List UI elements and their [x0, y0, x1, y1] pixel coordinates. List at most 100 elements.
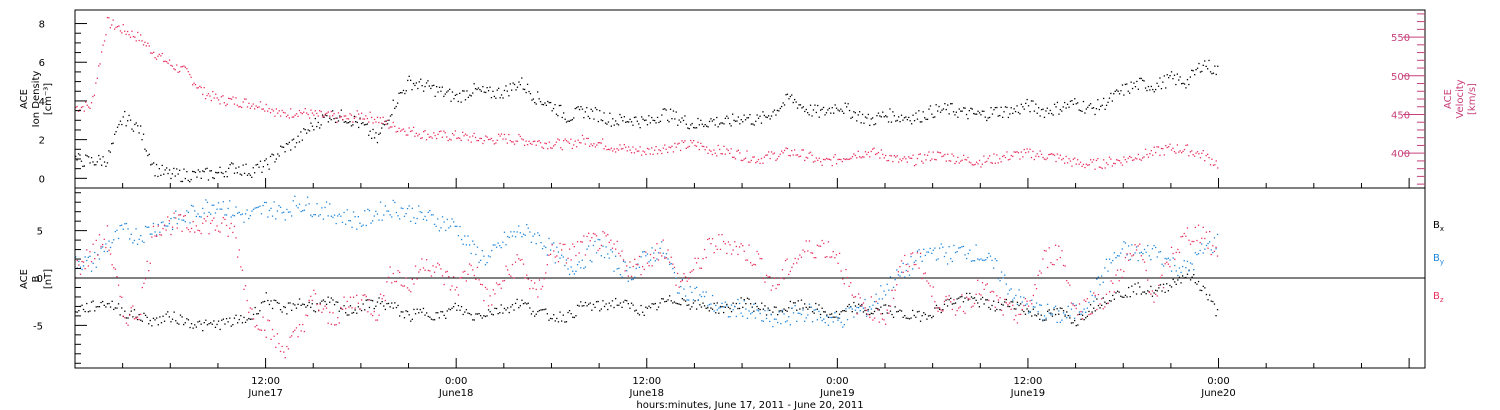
data-point [426, 259, 428, 261]
data-point [349, 220, 352, 222]
data-point [587, 137, 589, 140]
data-point [351, 226, 353, 228]
data-point [759, 308, 761, 311]
data-point [145, 45, 147, 47]
data-point [713, 310, 715, 312]
data-point [399, 315, 401, 317]
data-point [665, 148, 667, 150]
data-point [368, 306, 371, 309]
data-point [223, 102, 225, 104]
data-point [457, 100, 459, 103]
data-point [133, 239, 136, 242]
data-point [395, 306, 398, 309]
data-point [767, 276, 769, 278]
data-point [1197, 280, 1200, 283]
data-point [1121, 296, 1123, 298]
data-point [708, 237, 710, 240]
data-point [673, 266, 676, 269]
data-point [190, 227, 193, 230]
data-point [1145, 251, 1147, 253]
data-point [1160, 147, 1163, 150]
data-point [604, 122, 607, 124]
data-point [1209, 231, 1211, 233]
data-point [862, 311, 865, 313]
data-point [796, 154, 799, 156]
data-point [792, 302, 795, 304]
data-point [236, 172, 238, 174]
data-point [96, 161, 98, 163]
data-point [173, 212, 175, 214]
data-point [362, 118, 364, 120]
data-point [379, 293, 382, 295]
data-point [385, 120, 387, 122]
data-point [424, 314, 426, 316]
data-point [1183, 277, 1185, 279]
data-point [661, 241, 663, 243]
data-point [754, 317, 757, 319]
data-point [314, 117, 316, 120]
data-point [297, 336, 299, 338]
data-point [327, 111, 329, 113]
data-point [817, 159, 819, 161]
data-point [513, 231, 515, 233]
data-point [1049, 109, 1051, 112]
data-point [696, 262, 698, 264]
data-point [834, 257, 836, 259]
data-point [1152, 88, 1154, 91]
data-point [222, 318, 224, 320]
data-point [589, 259, 591, 262]
data-point [1177, 279, 1179, 281]
data-point [1137, 88, 1139, 90]
data-point [766, 116, 768, 119]
data-point [519, 259, 521, 261]
data-point [1043, 158, 1046, 160]
data-point [440, 90, 442, 92]
data-point [600, 308, 602, 310]
data-point [89, 251, 91, 253]
data-point [915, 260, 917, 262]
data-point [239, 105, 241, 108]
data-point [165, 225, 167, 227]
data-point [1153, 146, 1155, 148]
data-point [705, 291, 707, 293]
data-point [500, 133, 503, 135]
data-point [642, 118, 644, 120]
data-point [369, 130, 371, 132]
data-point [654, 119, 656, 122]
data-point [994, 107, 996, 109]
data-point [1020, 303, 1022, 305]
data-point [276, 301, 278, 304]
data-point [764, 309, 766, 312]
data-point [1158, 287, 1160, 289]
data-point [428, 136, 430, 138]
data-point [918, 249, 920, 251]
data-point [281, 146, 283, 148]
data-point [154, 57, 156, 59]
data-point [1085, 317, 1087, 319]
data-point [167, 216, 169, 218]
data-point [921, 160, 923, 162]
data-point [819, 313, 822, 316]
data-point [1217, 65, 1219, 67]
data-point [329, 311, 331, 313]
data-point [127, 120, 129, 122]
data-point [549, 253, 552, 255]
data-point [705, 256, 707, 259]
data-point [476, 266, 479, 269]
data-point [190, 76, 192, 78]
data-point [198, 230, 201, 232]
data-point [848, 307, 850, 309]
data-point [308, 301, 310, 304]
data-point [675, 277, 677, 279]
data-point [1178, 79, 1180, 81]
data-point [716, 302, 718, 304]
data-point [743, 250, 745, 252]
data-point [294, 195, 296, 197]
data-point [438, 317, 440, 319]
data-point [259, 160, 262, 162]
data-point [248, 173, 250, 175]
data-point [707, 152, 709, 154]
data-point [815, 302, 817, 305]
data-point [224, 323, 226, 325]
b-tick-label: -5 [33, 321, 43, 332]
